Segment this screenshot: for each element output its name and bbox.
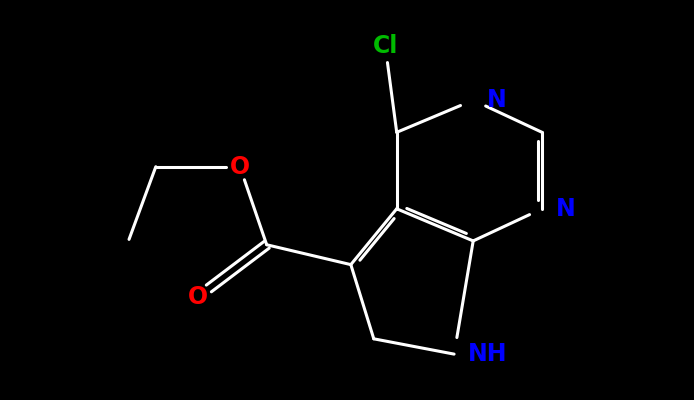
Text: Cl: Cl <box>373 34 398 58</box>
Text: O: O <box>230 155 250 179</box>
Text: O: O <box>188 285 208 309</box>
Text: NH: NH <box>468 342 507 366</box>
Text: N: N <box>556 197 575 221</box>
Text: N: N <box>487 88 507 112</box>
